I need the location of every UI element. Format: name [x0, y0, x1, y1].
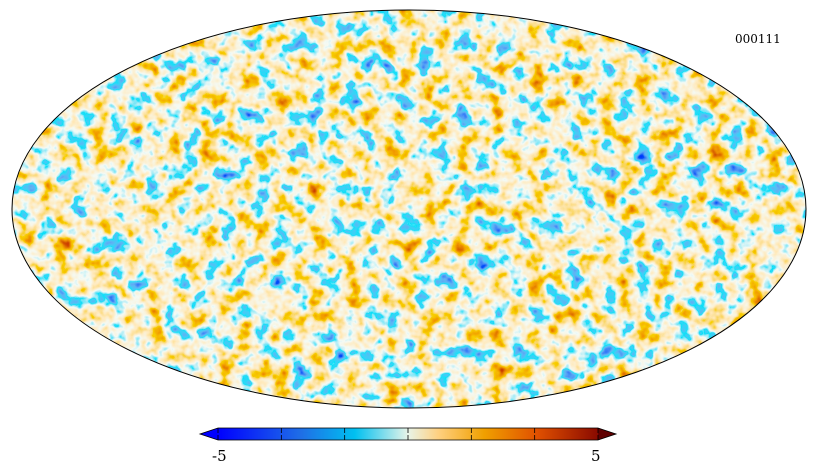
map-id-label: 000111: [735, 32, 781, 46]
colorbar-max-label: 5: [591, 447, 601, 465]
temperature-field: [12, 10, 806, 408]
colorbar-left-arrow: [200, 428, 218, 440]
colorbar-ticks: [217, 428, 599, 440]
colorbar-min-label: -5: [212, 447, 227, 465]
sky-map: [11, 9, 807, 409]
colorbar-gradient: [218, 428, 598, 440]
colorbar-right-arrow: [598, 428, 616, 440]
map-outline: [11, 9, 807, 409]
colorbar: [198, 427, 618, 441]
